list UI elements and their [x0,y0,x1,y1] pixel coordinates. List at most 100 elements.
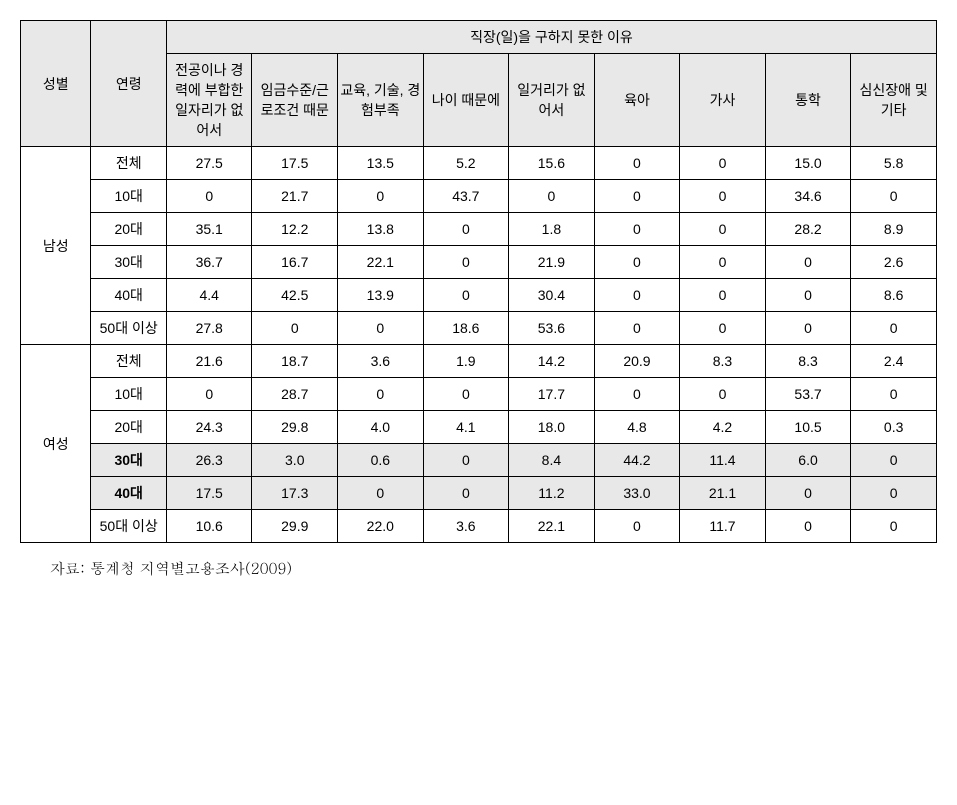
age-cell: 30대 [91,246,166,279]
data-cell: 2.6 [851,246,937,279]
age-cell: 10대 [91,378,166,411]
data-cell: 0 [851,444,937,477]
data-cell: 0 [765,510,851,543]
data-cell: 0 [594,378,680,411]
age-cell: 20대 [91,213,166,246]
header-gender: 성별 [21,21,91,147]
data-cell: 18.7 [252,345,338,378]
data-cell: 0 [594,147,680,180]
data-cell: 27.5 [166,147,252,180]
data-cell: 0 [851,312,937,345]
table-row: 20대 24.3 29.8 4.0 4.1 18.0 4.8 4.2 10.5 … [21,411,937,444]
data-cell: 20.9 [594,345,680,378]
data-cell: 0 [338,378,424,411]
data-cell: 0.6 [338,444,424,477]
table-row-highlighted: 40대 17.5 17.3 0 0 11.2 33.0 21.1 0 0 [21,477,937,510]
data-cell: 35.1 [166,213,252,246]
data-cell: 3.6 [338,345,424,378]
age-cell: 전체 [91,147,166,180]
data-cell: 21.7 [252,180,338,213]
data-cell: 29.9 [252,510,338,543]
table-row: 20대 35.1 12.2 13.8 0 1.8 0 0 28.2 8.9 [21,213,937,246]
data-cell: 0.3 [851,411,937,444]
data-cell: 0 [423,213,509,246]
data-cell: 0 [594,213,680,246]
data-cell: 6.0 [765,444,851,477]
data-cell: 0 [423,279,509,312]
data-cell: 8.6 [851,279,937,312]
data-cell: 28.2 [765,213,851,246]
data-cell: 13.5 [338,147,424,180]
data-cell: 53.7 [765,378,851,411]
table-row: 남성 전체 27.5 17.5 13.5 5.2 15.6 0 0 15.0 5… [21,147,937,180]
gender-cell-male: 남성 [21,147,91,345]
data-cell: 0 [509,180,595,213]
data-cell: 18.0 [509,411,595,444]
data-table: 성별 연령 직장(일)을 구하지 못한 이유 전공이나 경력에 부합한 일자리가… [20,20,937,543]
data-cell: 26.3 [166,444,252,477]
gender-cell-female: 여성 [21,345,91,543]
data-cell: 16.7 [252,246,338,279]
data-cell: 17.7 [509,378,595,411]
header-col-5: 육아 [594,54,680,147]
data-cell: 0 [851,510,937,543]
data-cell: 4.4 [166,279,252,312]
data-cell: 0 [594,246,680,279]
data-cell: 8.4 [509,444,595,477]
data-cell: 1.9 [423,345,509,378]
data-cell: 0 [423,378,509,411]
age-cell: 50대 이상 [91,312,166,345]
data-cell: 0 [680,147,766,180]
age-cell-bold: 40대 [91,477,166,510]
data-cell: 24.3 [166,411,252,444]
data-cell: 10.5 [765,411,851,444]
data-cell: 8.3 [765,345,851,378]
data-cell: 0 [851,180,937,213]
table-row: 40대 4.4 42.5 13.9 0 30.4 0 0 0 8.6 [21,279,937,312]
data-cell: 0 [338,477,424,510]
data-cell: 12.2 [252,213,338,246]
data-cell: 13.9 [338,279,424,312]
age-cell: 10대 [91,180,166,213]
data-cell: 0 [765,477,851,510]
data-cell: 21.1 [680,477,766,510]
data-cell: 0 [166,180,252,213]
data-cell: 43.7 [423,180,509,213]
data-cell: 8.9 [851,213,937,246]
source-citation: 자료: 통계청 지역별고용조사(2009) [20,558,937,579]
data-cell: 11.4 [680,444,766,477]
header-col-2: 교육, 기술, 경험부족 [338,54,424,147]
header-col-6: 가사 [680,54,766,147]
data-cell: 0 [423,477,509,510]
data-cell: 1.8 [509,213,595,246]
age-cell-bold: 30대 [91,444,166,477]
data-cell: 3.0 [252,444,338,477]
header-col-7: 통학 [765,54,851,147]
data-cell: 34.6 [765,180,851,213]
data-cell: 21.6 [166,345,252,378]
data-cell: 3.6 [423,510,509,543]
data-cell: 17.5 [252,147,338,180]
data-cell: 30.4 [509,279,595,312]
age-cell: 20대 [91,411,166,444]
data-cell: 0 [338,180,424,213]
table-row: 10대 0 21.7 0 43.7 0 0 0 34.6 0 [21,180,937,213]
data-cell: 21.9 [509,246,595,279]
data-cell: 0 [765,312,851,345]
data-cell: 10.6 [166,510,252,543]
data-cell: 11.2 [509,477,595,510]
data-cell: 44.2 [594,444,680,477]
header-col-1: 임금수준/근로조건 때문 [252,54,338,147]
data-cell: 22.0 [338,510,424,543]
data-cell: 42.5 [252,279,338,312]
data-cell: 17.3 [252,477,338,510]
data-cell: 0 [851,378,937,411]
data-cell: 0 [594,279,680,312]
data-cell: 29.8 [252,411,338,444]
data-cell: 5.8 [851,147,937,180]
data-cell: 0 [680,213,766,246]
header-age: 연령 [91,21,166,147]
data-cell: 0 [423,444,509,477]
header-col-3: 나이 때문에 [423,54,509,147]
data-cell: 0 [423,246,509,279]
